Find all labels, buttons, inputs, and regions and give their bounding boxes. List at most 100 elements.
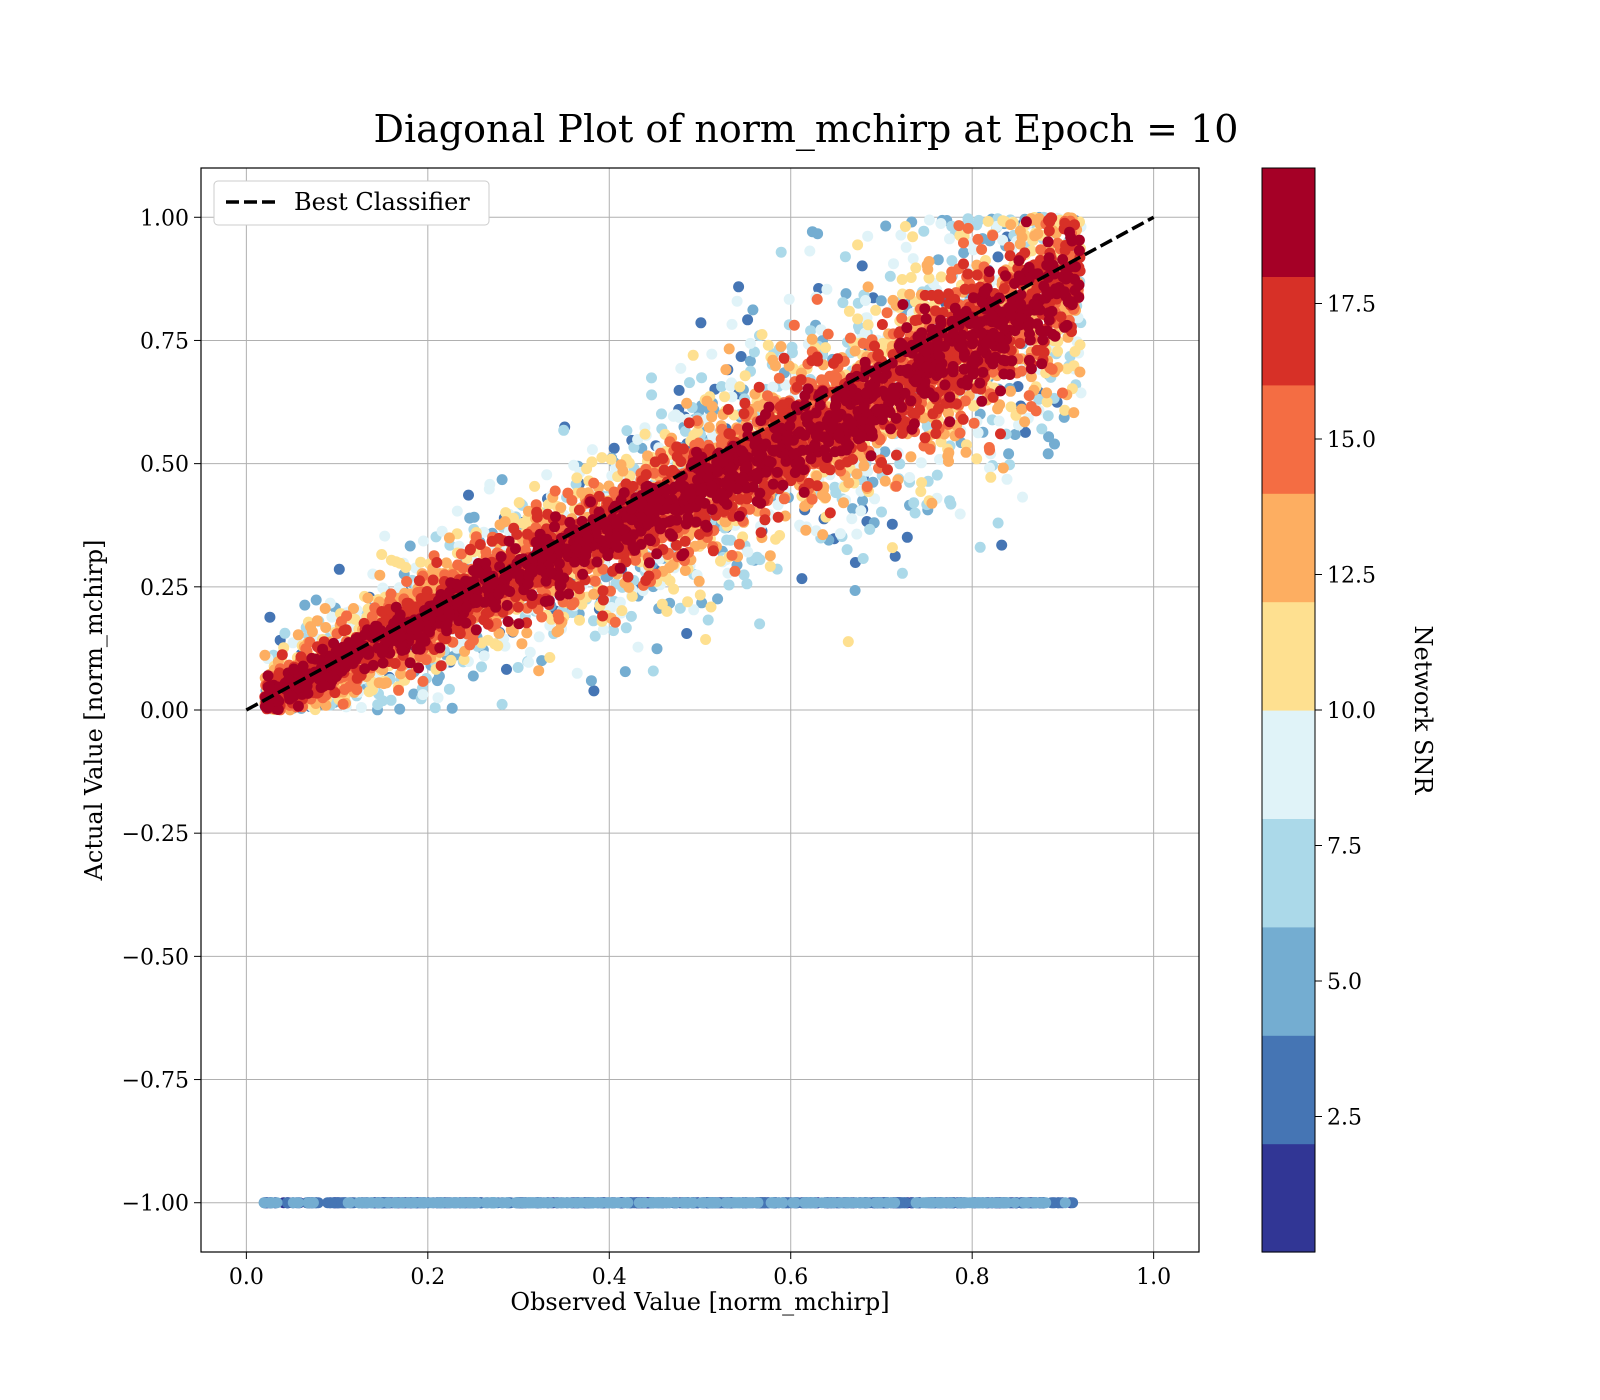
scatter-point <box>1005 219 1017 231</box>
scatter-point <box>306 626 318 638</box>
scatter-point <box>997 462 1009 474</box>
scatter-point <box>405 669 417 681</box>
scatter-point <box>778 493 790 505</box>
scatter-point <box>271 1197 283 1209</box>
scatter-point <box>993 415 1005 427</box>
scatter-point <box>857 553 869 564</box>
scatter-point <box>517 1197 529 1209</box>
scatter-point <box>1009 1197 1021 1209</box>
scatter-point <box>355 702 367 713</box>
scatter-point <box>415 556 427 568</box>
scatter-point <box>679 565 691 576</box>
scatter-point <box>404 540 416 552</box>
scatter-point <box>829 481 841 493</box>
scatter-point <box>558 424 570 436</box>
scatter-point <box>287 1197 299 1209</box>
scatter-point <box>348 603 359 614</box>
scatter-point <box>984 444 996 456</box>
scatter-point <box>765 1197 777 1209</box>
scatter-point <box>742 546 754 558</box>
scatter-point <box>786 341 798 353</box>
scatter-point <box>571 472 583 484</box>
scatter-point <box>992 251 1004 263</box>
scatter-point <box>458 654 470 666</box>
scatter-point <box>496 698 508 710</box>
scatter-point <box>773 1197 785 1209</box>
scatter-point <box>1059 404 1071 416</box>
scatter-point <box>747 304 759 316</box>
scatter-point <box>566 599 578 611</box>
scatter-point <box>882 1197 893 1209</box>
scatter-point <box>553 613 565 625</box>
scatter-point <box>958 237 969 249</box>
scatter-point <box>822 328 834 340</box>
scatter-point <box>1035 1197 1047 1209</box>
scatter-point <box>944 495 956 507</box>
scatter-point <box>843 477 855 489</box>
scatter-point <box>581 463 593 475</box>
scatter-point <box>681 628 693 639</box>
scatter-point <box>887 294 899 306</box>
scatter-point <box>974 541 986 553</box>
scatter-point <box>706 348 718 360</box>
scatter-point <box>962 222 974 234</box>
scatter-point <box>325 1197 337 1209</box>
scatter-point <box>796 573 808 585</box>
scatter-point <box>899 221 911 232</box>
scatter-point <box>775 341 787 352</box>
scatter-point <box>466 1197 478 1209</box>
scatter-point <box>918 225 930 237</box>
grid-lines <box>201 168 1199 1252</box>
scatter-point <box>1023 390 1035 402</box>
scatter-point <box>646 372 657 384</box>
scatter-point <box>977 1197 989 1209</box>
scatter-point <box>828 370 840 382</box>
scatter-point <box>664 575 676 587</box>
scatter-point <box>905 451 917 463</box>
scatter-point <box>858 460 870 472</box>
scatter-point <box>1014 238 1026 250</box>
scatter-point <box>626 590 638 602</box>
scatter-point <box>1052 345 1064 357</box>
scatter-point <box>373 1197 385 1209</box>
scatter-point <box>326 611 338 623</box>
scatter-point <box>857 495 869 507</box>
scatter-point <box>417 535 429 547</box>
scatter-point <box>860 295 871 306</box>
scatter-point <box>688 604 700 616</box>
scatter-point <box>656 408 667 420</box>
scatter-point <box>512 662 524 673</box>
scatter-point <box>588 588 600 600</box>
scatter-point <box>675 362 687 374</box>
scatter-point <box>982 215 994 227</box>
scatter-point <box>712 593 724 605</box>
scatter-point <box>1019 1197 1031 1209</box>
scatter-point <box>380 677 392 689</box>
scatter-point <box>788 319 800 331</box>
scatter-point <box>931 469 943 481</box>
scatter-point <box>886 542 898 554</box>
scatter-point <box>406 1197 418 1209</box>
scatter-point <box>976 244 988 255</box>
scatter-point <box>431 1197 443 1209</box>
scatter-point <box>486 1197 498 1209</box>
scatter-point <box>682 596 694 608</box>
scatter-point <box>773 372 785 384</box>
scatter-point <box>861 481 873 493</box>
scatter-point <box>1019 416 1031 428</box>
scatter-point <box>800 524 812 536</box>
scatter-point <box>612 1197 624 1209</box>
scatter-point <box>1005 385 1016 397</box>
scatter-point <box>919 1197 931 1209</box>
scatter-point <box>467 634 479 646</box>
scatter-point <box>731 295 743 307</box>
scatter-point <box>732 423 744 435</box>
scatter-point <box>1016 403 1028 415</box>
scatter-point <box>596 452 608 464</box>
scatter-point <box>429 702 441 714</box>
scatter-point <box>910 1197 922 1209</box>
scatter-point <box>529 480 541 492</box>
scatter-point <box>720 1197 732 1209</box>
scatter-point <box>932 254 944 266</box>
scatter-point <box>846 513 858 525</box>
